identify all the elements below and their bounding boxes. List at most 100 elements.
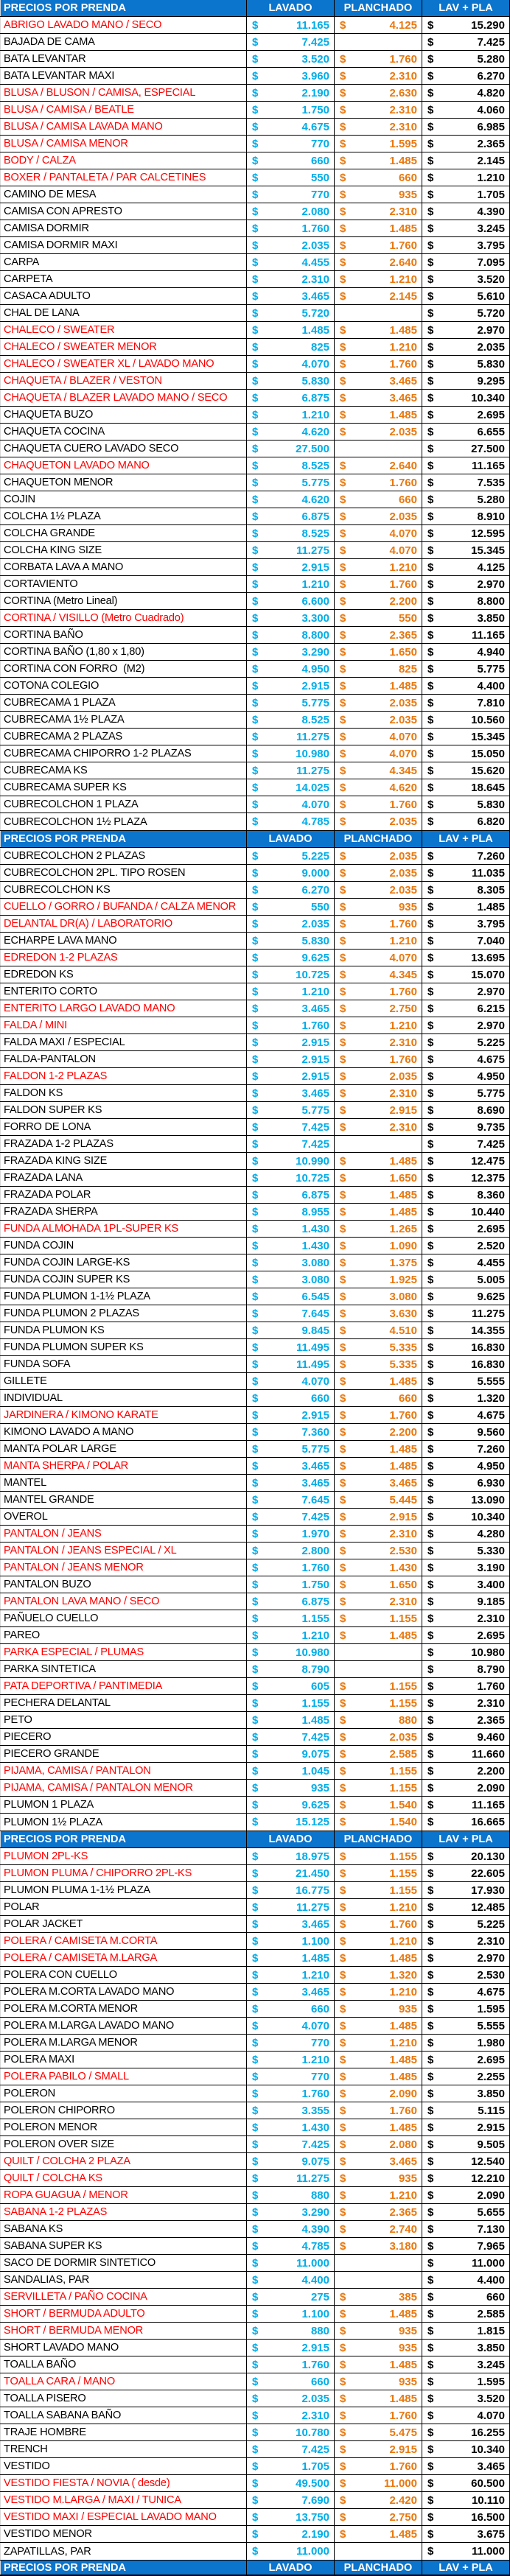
currency-symbol: $ bbox=[427, 1002, 434, 1015]
planchado-price-cell: $ 3.465 bbox=[335, 373, 422, 389]
header-row: PRECIOS POR PRENDA LAVADO PLANCHADO LAV … bbox=[0, 0, 510, 17]
item-name-cell: FRAZADA KING SIZE bbox=[0, 1153, 247, 1169]
planchado-price-cell: $ 2.740 bbox=[335, 2221, 422, 2237]
planchado-price-cell bbox=[335, 441, 422, 457]
planchado-price: 2.585 bbox=[389, 1747, 417, 1761]
currency-symbol: $ bbox=[427, 2222, 434, 2236]
planchado-price-cell: $ 1.155 bbox=[335, 1882, 422, 1898]
item-name: POLERON bbox=[4, 2088, 55, 2099]
item-name: CUBRECOLCHON 1 PLAZA bbox=[4, 799, 139, 810]
currency-symbol: $ bbox=[427, 1917, 434, 1931]
planchado-price-cell: $ 1.210 bbox=[335, 933, 422, 949]
lav-pla-price: 10.980 bbox=[471, 1646, 505, 1659]
item-name-cell: POLERA M.LARGA LAVADO MANO bbox=[0, 2018, 247, 2034]
currency-symbol: $ bbox=[427, 476, 434, 489]
lavado-price-cell: $ 2.915 bbox=[247, 2340, 335, 2356]
currency-symbol: $ bbox=[340, 1612, 346, 1625]
item-name: CUBRECAMA 2 PLAZAS bbox=[4, 731, 123, 743]
lavado-price-cell: $ 4.620 bbox=[247, 491, 335, 508]
lav-pla-price-cell: $ 3.400 bbox=[422, 1576, 510, 1593]
lavado-price-cell: $ 7.690 bbox=[247, 2492, 335, 2508]
lav-pla-price-cell: $ 3.850 bbox=[422, 610, 510, 626]
lav-pla-price-cell: $ 1.705 bbox=[422, 186, 510, 203]
lav-pla-price-cell: $ 5.280 bbox=[422, 491, 510, 508]
lav-pla-price: 5.280 bbox=[477, 493, 505, 506]
lav-pla-price-cell: $ 2.090 bbox=[422, 1780, 510, 1796]
item-name-cell: BLUSA / CAMISA / BEATLE bbox=[0, 102, 247, 118]
currency-symbol: $ bbox=[252, 1070, 259, 1083]
planchado-price-cell: $ 4.345 bbox=[335, 966, 422, 983]
lavado-price-cell: $ 6.875 bbox=[247, 390, 335, 406]
lav-pla-price: 4.125 bbox=[477, 561, 505, 574]
table-row: ABRIGO LAVADO MANO / SECO $ 11.165 $ 4.1… bbox=[0, 17, 510, 34]
lav-pla-price: 7.130 bbox=[477, 2222, 505, 2236]
planchado-price: 1.485 bbox=[389, 2121, 417, 2134]
lavado-price: 11.275 bbox=[296, 544, 329, 557]
lavado-price-cell: $ 5.720 bbox=[247, 305, 335, 321]
lavado-price: 660 bbox=[310, 1391, 329, 1405]
lavado-price: 2.915 bbox=[301, 561, 329, 574]
currency-symbol: $ bbox=[252, 747, 259, 760]
lav-pla-price-cell: $ 1.980 bbox=[422, 2035, 510, 2051]
item-name: KIMONO LAVADO A MANO bbox=[4, 1426, 134, 1438]
currency-symbol: $ bbox=[340, 1358, 346, 1371]
lav-pla-price: 6.270 bbox=[477, 69, 505, 83]
planchado-price: 1.265 bbox=[389, 1222, 417, 1235]
lav-pla-price: 2.365 bbox=[477, 137, 505, 150]
table-row: EDREDON KS $ 10.725 $ 4.345 $ 15.070 bbox=[0, 966, 510, 983]
lavado-price: 550 bbox=[310, 900, 329, 913]
item-name-cell: PECHERA DELANTAL bbox=[0, 1695, 247, 1711]
table-row: QUILT / COLCHA KS $ 11.275 $ 935 $ 12.21… bbox=[0, 2170, 510, 2187]
lavado-price-cell: $ 11.000 bbox=[247, 2543, 335, 2560]
item-name-cell: SABANA 1-2 PLAZAS bbox=[0, 2204, 247, 2220]
item-name: VESTIDO bbox=[4, 2460, 50, 2472]
lavado-price-cell: $ 4.070 bbox=[247, 2018, 335, 2034]
planchado-price: 1.430 bbox=[389, 1561, 417, 1574]
planchado-price: 1.760 bbox=[389, 798, 417, 811]
item-name: QUILT / COLCHA 2 PLAZA bbox=[4, 2155, 130, 2167]
lav-pla-price: 12.595 bbox=[471, 527, 505, 540]
planchado-price: 3.465 bbox=[389, 1476, 417, 1489]
item-name: ZAPATILLAS, PAR bbox=[4, 2545, 91, 2558]
table-row: ROPA GUAGUA / MENOR $ 880 $ 1.210 $ 2.09… bbox=[0, 2187, 510, 2204]
item-name: CORTAVIENTO bbox=[4, 578, 78, 590]
lavado-price-cell: $ 10.980 bbox=[247, 1644, 335, 1660]
item-name-cell: PIJAMA, CAMISA / PANTALON bbox=[0, 1763, 247, 1779]
table-row: POLERON MENOR $ 1.430 $ 1.485 $ 2.915 bbox=[0, 2119, 510, 2136]
lav-pla-price-cell: $ 20.130 bbox=[422, 1848, 510, 1864]
item-name: CUBRECOLCHON 2PL. TIPO ROSEN bbox=[4, 867, 186, 879]
currency-symbol: $ bbox=[252, 1425, 259, 1439]
item-name-cell: CAMISA CON APRESTO bbox=[0, 203, 247, 220]
currency-symbol: $ bbox=[340, 1696, 346, 1710]
currency-symbol: $ bbox=[427, 120, 434, 133]
currency-symbol: $ bbox=[252, 69, 259, 83]
currency-symbol: $ bbox=[427, 968, 434, 981]
planchado-price: 2.035 bbox=[389, 815, 417, 828]
currency-symbol: $ bbox=[252, 815, 259, 828]
planchado-price-cell: $ 2.035 bbox=[335, 813, 422, 830]
planchado-price: 4.620 bbox=[389, 781, 417, 794]
planchado-price: 1.210 bbox=[389, 273, 417, 286]
item-name: POLERON CHIPORRO bbox=[4, 2105, 115, 2116]
lav-pla-price-cell: $ 15.070 bbox=[422, 966, 510, 983]
lavado-price-cell: $ 1.760 bbox=[247, 1017, 335, 1033]
item-name-cell: CUBRECOLCHON 1½ PLAZA bbox=[0, 813, 247, 830]
lavado-price-cell: $ 9.000 bbox=[247, 865, 335, 881]
table-row: INDIVIDUAL $ 660 $ 660 $ 1.320 bbox=[0, 1390, 510, 1407]
planchado-price: 1.485 bbox=[389, 2392, 417, 2405]
lavado-price: 770 bbox=[310, 2070, 329, 2083]
table-row: COJIN $ 4.620 $ 660 $ 5.280 bbox=[0, 491, 510, 508]
currency-symbol: $ bbox=[340, 2070, 346, 2083]
table-row: FRAZADA KING SIZE $ 10.990 $ 1.485 $ 12.… bbox=[0, 1153, 510, 1170]
planchado-price-cell: $ 2.310 bbox=[335, 68, 422, 84]
planchado-price: 2.750 bbox=[389, 1002, 417, 1015]
lavado-price-cell: $ 4.785 bbox=[247, 813, 335, 830]
planchado-price-cell: $ 1.485 bbox=[335, 220, 422, 236]
planchado-price-cell: $ 1.155 bbox=[335, 1780, 422, 1796]
item-name: COLCHA 1½ PLAZA bbox=[4, 510, 101, 522]
item-name: CUBRECOLCHON 2 PLAZAS bbox=[4, 850, 146, 862]
currency-symbol: $ bbox=[427, 985, 434, 998]
lavado-price: 9.000 bbox=[301, 866, 329, 880]
currency-symbol: $ bbox=[340, 1273, 346, 1286]
table-row: ZAPATILLAS, PAR $ 11.000 $ 11.000 bbox=[0, 2543, 510, 2560]
